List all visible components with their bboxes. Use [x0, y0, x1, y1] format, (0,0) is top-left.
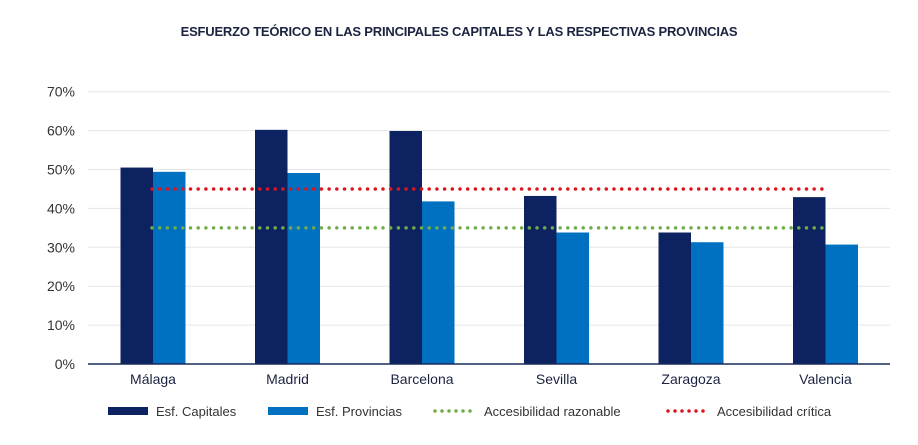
y-tick-label: 50% — [47, 162, 75, 178]
y-tick-label: 30% — [47, 239, 75, 255]
legend-label: Accesibilidad crítica — [717, 404, 832, 419]
bar-provincias — [825, 244, 858, 364]
legend-swatch-provincias — [268, 407, 308, 415]
legend-swatch-capitales — [108, 407, 148, 415]
bar-capitales — [255, 129, 288, 364]
y-tick-label: 60% — [47, 123, 75, 139]
x-tick-label: Zaragoza — [661, 371, 720, 387]
bar-provincias — [556, 232, 589, 364]
bar-provincias — [691, 242, 724, 364]
legend-label: Esf. Capitales — [156, 404, 237, 419]
y-tick-label: 10% — [47, 317, 75, 333]
x-tick-label: Málaga — [130, 371, 176, 387]
y-tick-label: 70% — [47, 84, 75, 100]
y-tick-label: 40% — [47, 200, 75, 216]
x-tick-label: Madrid — [266, 371, 309, 387]
bar-provincias — [153, 171, 186, 364]
bar-capitales — [120, 167, 153, 364]
x-tick-label: Sevilla — [536, 371, 577, 387]
bar-provincias — [422, 201, 455, 364]
y-tick-label: 20% — [47, 278, 75, 294]
bar-capitales — [658, 232, 691, 364]
bar-capitales — [793, 197, 826, 364]
bar-capitales — [389, 130, 422, 364]
bar-capitales — [524, 195, 557, 364]
x-tick-label: Valencia — [799, 371, 852, 387]
legend-label: Esf. Provincias — [316, 404, 402, 419]
bar-provincias — [287, 173, 320, 364]
x-tick-label: Barcelona — [390, 371, 453, 387]
chart-title: ESFUERZO TEÓRICO EN LAS PRINCIPALES CAPI… — [180, 24, 738, 39]
y-tick-label: 0% — [55, 356, 75, 372]
legend-label: Accesibilidad razonable — [484, 404, 621, 419]
